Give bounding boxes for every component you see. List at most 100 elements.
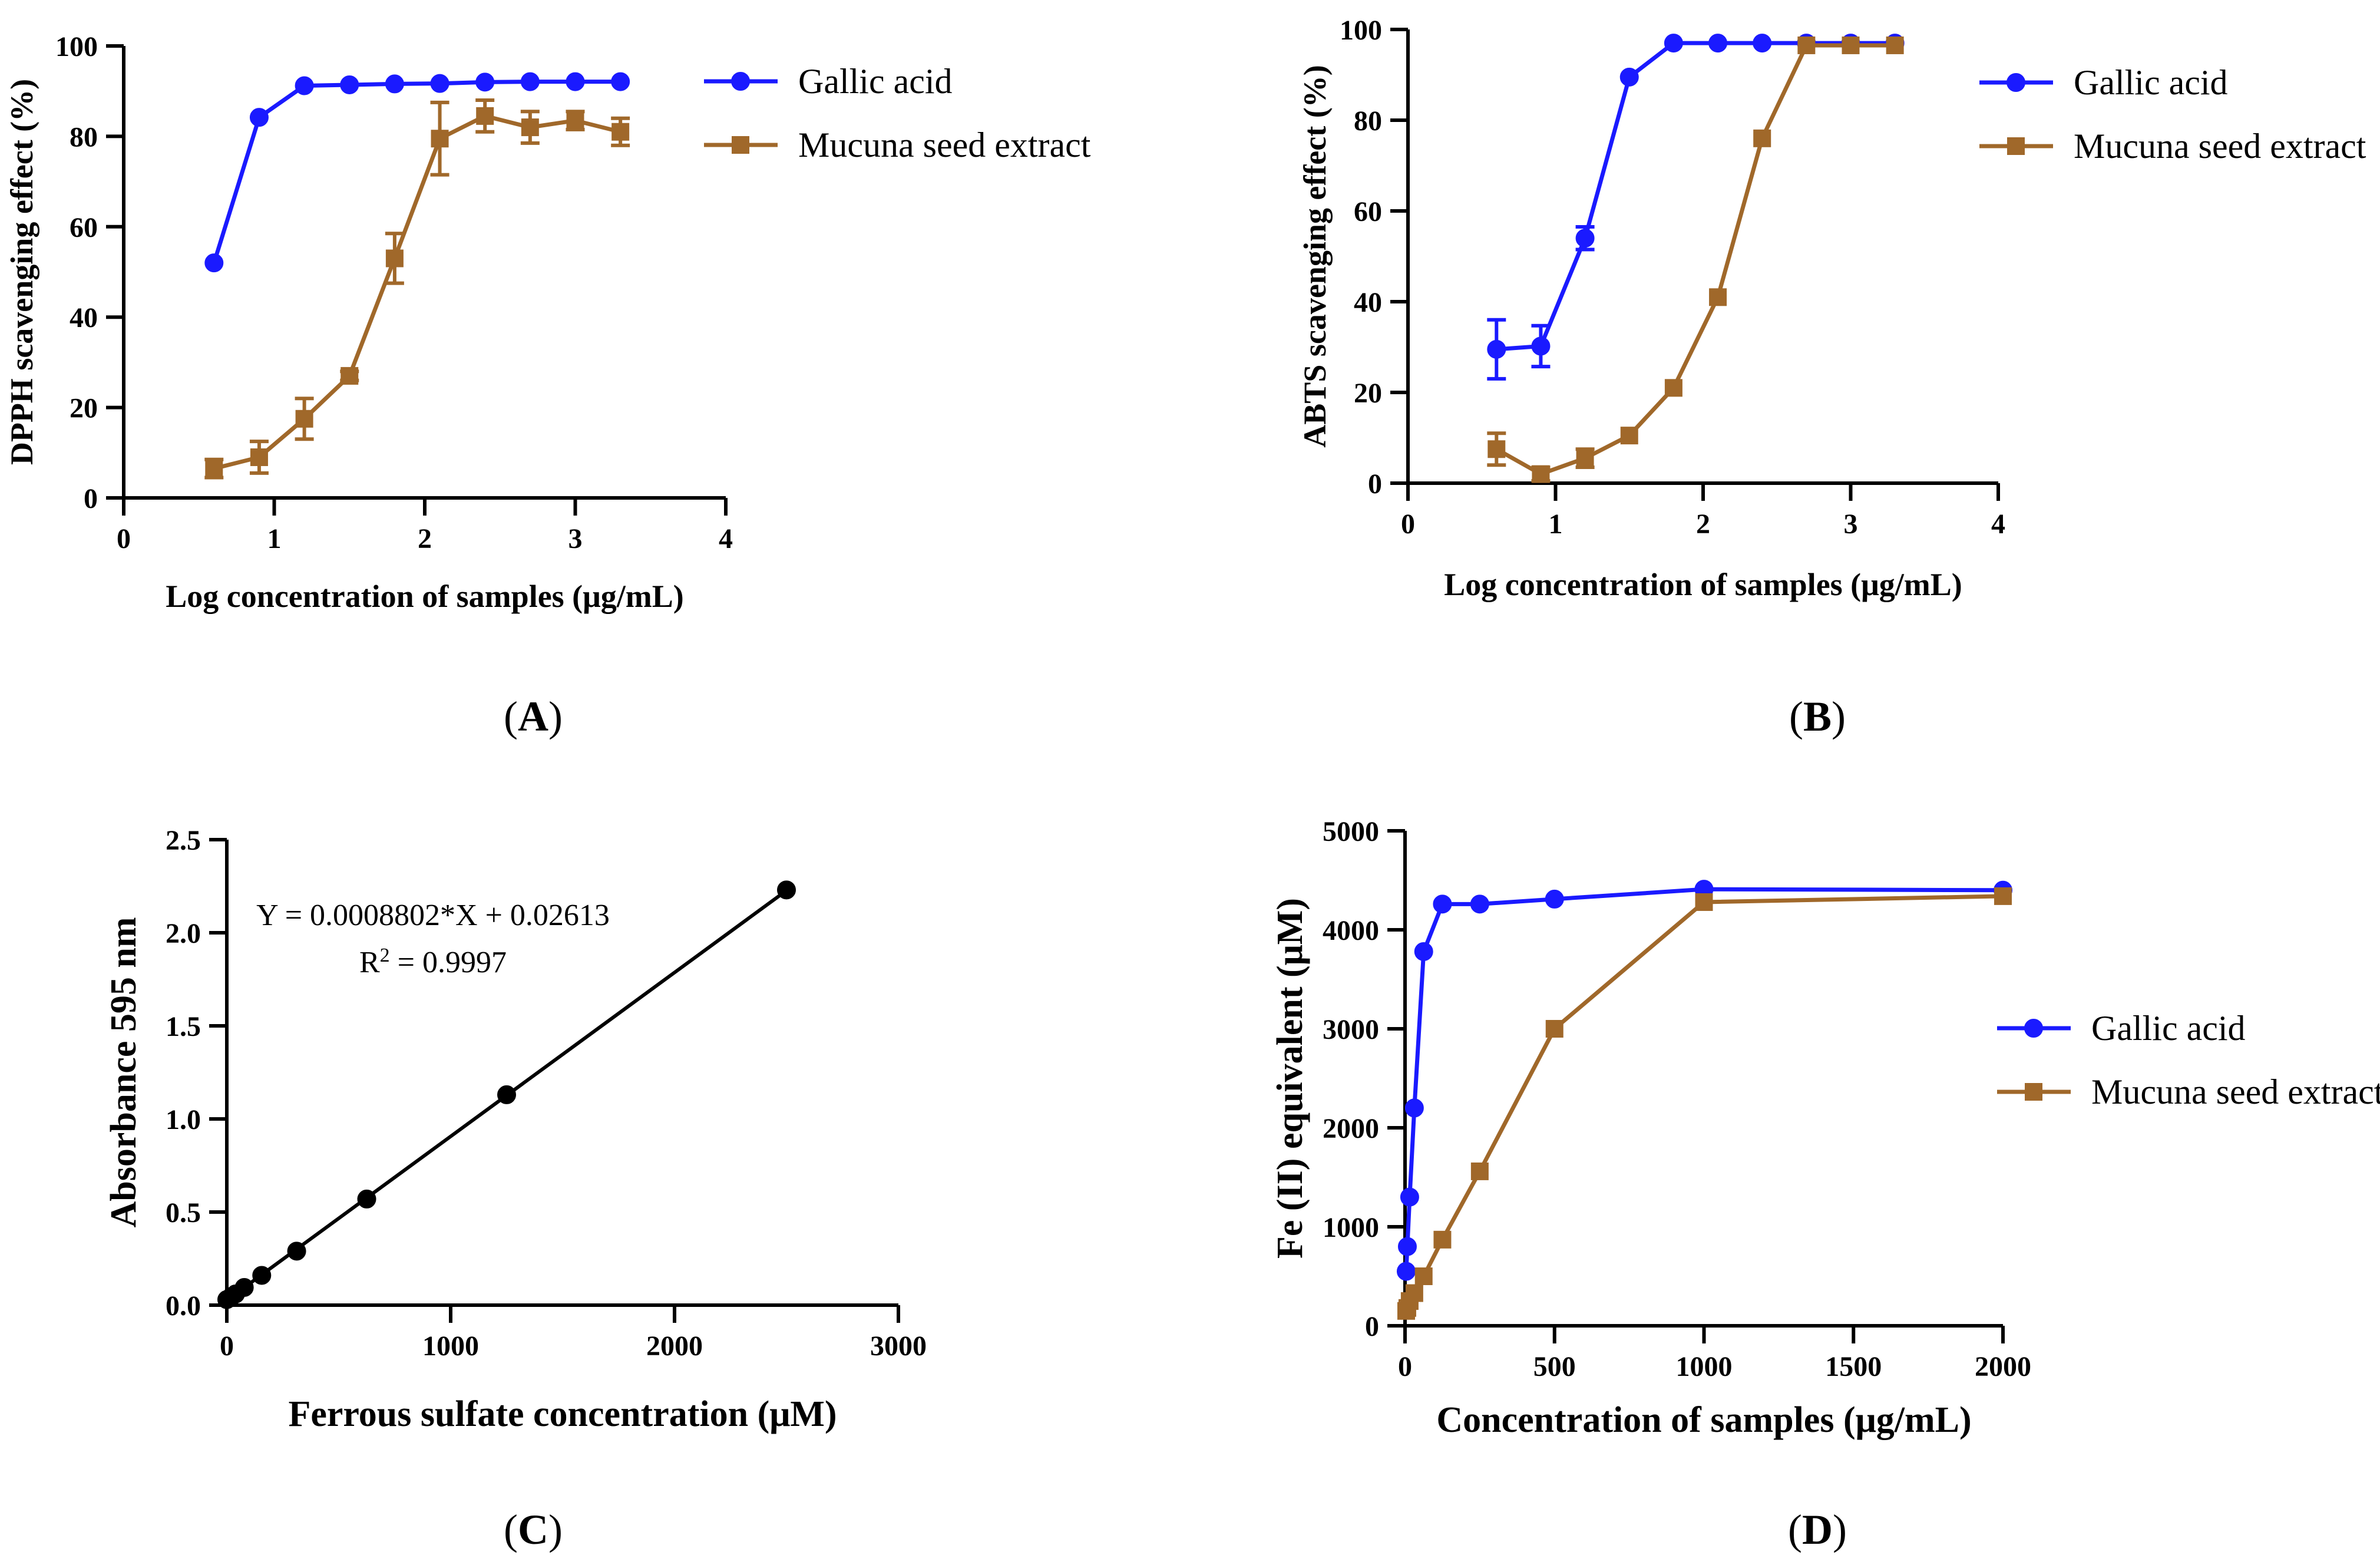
y-tick-label: 100 [55, 31, 98, 62]
data-point [1709, 288, 1727, 306]
x-tick-label: 1000 [1676, 1351, 1733, 1382]
data-point [1433, 894, 1452, 914]
series-gallic-acid [204, 72, 630, 273]
y-tick-label: 20 [70, 393, 98, 424]
x-axis-label: Ferrous sulfate concentration (μM) [288, 1394, 837, 1434]
y-tick-label: 1.5 [166, 1011, 201, 1042]
legend-marker [2007, 137, 2025, 155]
legend-label: Gallic acid [2091, 1009, 2246, 1048]
legend-marker [2025, 1083, 2042, 1101]
legend-label: Mucuna seed extract [798, 126, 1091, 164]
data-point [1664, 379, 1682, 397]
legend-label: Gallic acid [798, 62, 953, 101]
x-tick-label: 0 [1401, 509, 1415, 540]
x-tick-label: 1 [1549, 509, 1563, 540]
y-tick-label: 2.5 [166, 825, 201, 856]
legend-label: Mucuna seed extract [2091, 1072, 2380, 1111]
series-mucuna-seed-extract [204, 98, 630, 480]
y-tick-label: 3000 [1323, 1014, 1379, 1045]
equation-text: Y = 0.0008802*X + 0.02613 [256, 899, 610, 932]
data-point [357, 1189, 376, 1209]
panel-letter-close: ) [548, 1506, 563, 1553]
panel-letter-close: ) [548, 693, 563, 740]
data-point [1404, 1098, 1424, 1118]
panel-letter: (A) [504, 693, 563, 740]
x-axis-label: Log concentration of samples (μg/mL) [166, 579, 684, 614]
series-gallic-acid [1487, 34, 1905, 381]
data-point [611, 123, 630, 141]
y-tick-label: 40 [1354, 287, 1382, 318]
data-point [234, 1277, 254, 1297]
r-squared-superscript: 2 [380, 945, 390, 966]
x-tick-label: 0 [220, 1330, 234, 1362]
data-point [777, 880, 796, 900]
panel-letter-close: ) [1832, 693, 1846, 740]
data-point [340, 75, 359, 94]
x-tick-label: 3 [568, 523, 583, 554]
data-point [341, 367, 359, 385]
data-point [566, 72, 585, 91]
data-point [1620, 427, 1638, 445]
data-point [1753, 129, 1771, 147]
x-tick-label: 1000 [422, 1330, 479, 1362]
data-point [611, 72, 630, 91]
x-tick-label: 4 [1991, 509, 2005, 540]
y-tick-label: 100 [1340, 15, 1382, 46]
series-mucuna-seed-extract [1487, 36, 1904, 483]
data-point [1405, 1284, 1423, 1302]
y-axis-label: Absorbance 595 nm [104, 917, 144, 1227]
series-line [1496, 41, 1895, 352]
series-line [1495, 43, 1895, 477]
y-axis-label: ABTS scavenging effect (%) [1297, 65, 1333, 447]
data-point [1994, 887, 2012, 905]
data-point [1708, 34, 1728, 53]
data-point [1797, 36, 1816, 54]
legend-marker [2024, 1019, 2043, 1038]
data-point [1488, 440, 1506, 458]
x-tick-label: 1500 [1825, 1351, 1882, 1382]
data-point [295, 76, 314, 95]
data-point [1531, 336, 1551, 356]
data-point [1470, 1162, 1489, 1180]
legend-marker [732, 136, 749, 154]
data-point [520, 72, 540, 91]
y-tick-label: 5000 [1323, 816, 1379, 847]
data-point [1575, 229, 1595, 248]
r-squared-value: = 0.9997 [390, 946, 507, 979]
data-point [1545, 1020, 1563, 1038]
y-tick-label: 1.0 [166, 1104, 201, 1135]
y-axis-label: DPPH scavenging effect (%) [4, 79, 39, 465]
series-line [1404, 894, 2004, 1312]
data-point [205, 460, 223, 478]
panel-letter-open: ( [504, 1506, 518, 1553]
x-tick-label: 1 [267, 523, 282, 554]
legend: Gallic acid Mucuna seed extract [704, 62, 1091, 164]
y-tick-label: 40 [70, 302, 98, 334]
series-line [1404, 887, 2004, 1272]
data-point [497, 1085, 516, 1104]
data-point [1414, 1267, 1433, 1285]
y-axis-label: Fe (II) equivalent (μM) [1270, 898, 1310, 1259]
y-tick-label: 1000 [1323, 1212, 1379, 1243]
data-point [1470, 894, 1489, 914]
x-tick-label: 0 [1398, 1351, 1412, 1382]
data-point [1842, 36, 1860, 54]
data-point [476, 107, 494, 125]
data-point [1400, 1187, 1419, 1207]
legend-marker [731, 72, 750, 91]
x-tick-label: 3 [1844, 509, 1858, 540]
r-squared-prefix: R [359, 946, 380, 979]
x-tick-label: 3000 [870, 1330, 927, 1362]
x-tick-label: 2 [1696, 509, 1710, 540]
data-point [204, 253, 224, 273]
y-tick-label: 2.0 [166, 918, 201, 949]
x-tick-label: 4 [719, 523, 733, 554]
panel-letter-value: C [518, 1506, 548, 1553]
y-tick-label: 0.0 [166, 1290, 201, 1322]
x-tick-label: 500 [1533, 1351, 1576, 1382]
panel-letter-open: ( [1789, 693, 1803, 740]
data-point [1695, 893, 1713, 911]
x-tick-label: 2000 [646, 1330, 703, 1362]
